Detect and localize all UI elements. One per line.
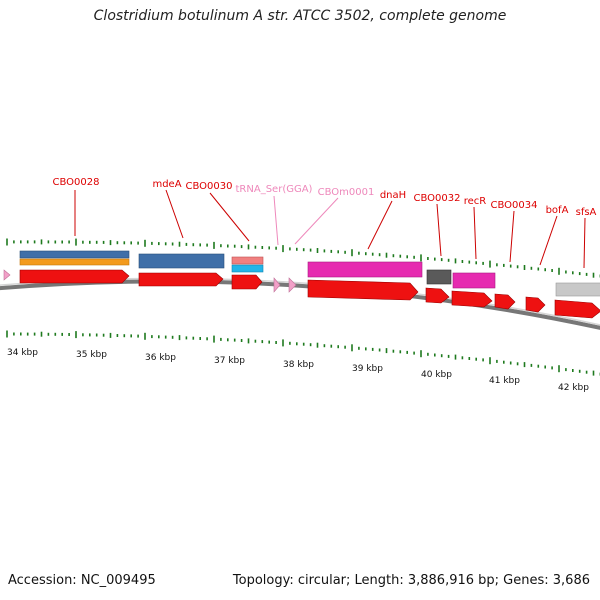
leader-cbo0032 <box>436 203 442 257</box>
gene-arrow-cbom0001[interactable] <box>288 277 297 293</box>
leader-cbom0001 <box>294 197 339 245</box>
leader-bofa <box>539 215 558 266</box>
gene-arrow-bofa[interactable] <box>525 296 546 313</box>
leader-mdea <box>165 189 184 239</box>
gene-arrow-trna-ser[interactable] <box>273 277 281 293</box>
genome-backbone <box>0 279 600 330</box>
gene-label-dnah[interactable]: dnaH <box>380 190 406 201</box>
gene-bar-cbo0030-cyan[interactable] <box>231 264 264 273</box>
leader-recr <box>473 206 477 260</box>
kbp-label: 35 kbp <box>76 350 107 360</box>
function-track <box>19 250 600 297</box>
gene-label-cbo0034[interactable]: CBO0034 <box>491 200 538 211</box>
kbp-label: 42 kbp <box>558 383 589 393</box>
leader-cbo0030 <box>209 192 250 242</box>
gene-label-cbom0001[interactable]: CBOm0001 <box>318 187 375 198</box>
gene-track <box>3 269 600 319</box>
gene-bar-cbo0028-blue[interactable] <box>19 250 130 259</box>
leader-sfsa <box>583 217 586 269</box>
gene-label-recr[interactable]: recR <box>464 196 487 207</box>
upper-tick-row <box>6 238 600 278</box>
leader-dnah <box>367 200 393 250</box>
gene-arrow-mdea[interactable] <box>138 272 224 287</box>
kbp-scale: 34 kbp 35 kbp 36 kbp 37 kbp 38 kbp 39 kb… <box>7 348 589 393</box>
topology-text: Topology: circular; Length: 3,886,916 bp… <box>232 573 590 588</box>
gene-arrow-dnah[interactable] <box>307 279 419 301</box>
leader-cbo0034 <box>509 210 515 263</box>
gene-label-sfsa[interactable]: sfsA <box>576 207 597 218</box>
kbp-label: 38 kbp <box>283 360 314 370</box>
gene-bar-cbo0028-orange[interactable] <box>19 258 130 266</box>
gene-arrow-cbo0032[interactable] <box>425 287 450 304</box>
gene-bar-cbo0030-salmon[interactable] <box>231 256 264 265</box>
kbp-label: 37 kbp <box>214 356 245 366</box>
kbp-label: 34 kbp <box>7 348 38 358</box>
gene-arrow-sfsa[interactable] <box>554 299 600 319</box>
accession-text: Accession: NC_009495 <box>8 573 156 588</box>
leader-trna-ser <box>273 195 279 246</box>
gene-arrow-cbo0030[interactable] <box>231 274 263 290</box>
gene-bar-sfsa[interactable] <box>555 282 600 297</box>
gene-labels: CBO0028 mdeA CBO0030 tRNA_Ser(GGA) CBOm0… <box>53 177 597 218</box>
gene-arrow-recr[interactable] <box>451 290 493 308</box>
gene-arrow-rna-edge[interactable] <box>3 269 11 281</box>
kbp-label: 40 kbp <box>421 370 452 380</box>
label-leaders <box>74 189 586 269</box>
gene-bar-dnah[interactable] <box>307 261 423 278</box>
gene-label-cbo0032[interactable]: CBO0032 <box>414 193 461 204</box>
gene-bar-mdea[interactable] <box>138 253 225 269</box>
gene-bar-cbo0032[interactable] <box>426 269 452 285</box>
kbp-label: 36 kbp <box>145 353 176 363</box>
kbp-label: 41 kbp <box>489 376 520 386</box>
lower-tick-row <box>6 330 600 376</box>
gene-label-trna-ser[interactable]: tRNA_Ser(GGA) <box>236 184 313 195</box>
gene-label-mdea[interactable]: mdeA <box>152 179 181 190</box>
gene-label-cbo0030[interactable]: CBO0030 <box>186 181 233 192</box>
gene-label-bofa[interactable]: bofA <box>546 205 569 216</box>
kbp-label: 39 kbp <box>352 364 383 374</box>
gene-bar-recr[interactable] <box>452 272 496 289</box>
gene-arrow-cbo0034[interactable] <box>494 293 516 310</box>
gene-arrow-cbo0028[interactable] <box>19 269 130 284</box>
gene-label-cbo0028[interactable]: CBO0028 <box>53 177 100 188</box>
map-title: Clostridium botulinum A str. ATCC 3502, … <box>93 8 507 24</box>
